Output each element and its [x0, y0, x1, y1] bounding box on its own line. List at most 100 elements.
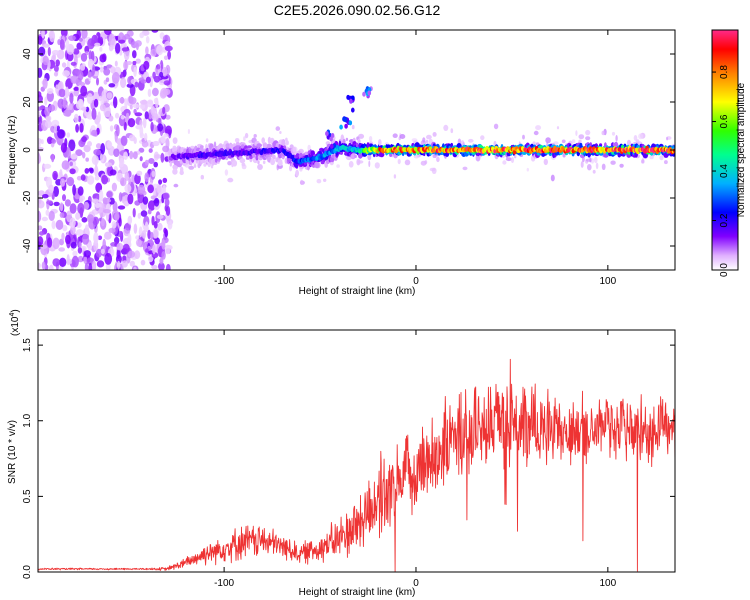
- spur-cell: [343, 117, 348, 123]
- noise-cell: [84, 224, 90, 237]
- spectrogram-xtick-label: 0: [413, 276, 419, 287]
- noise-cell: [77, 70, 84, 81]
- ridge-halo-cell: [244, 132, 249, 139]
- noise-cell: [47, 237, 53, 248]
- noise-cell: [117, 205, 126, 210]
- sparse-cell: [234, 138, 240, 143]
- noise-cell: [102, 238, 106, 251]
- noise-cell: [72, 184, 76, 196]
- snr-multiplier: (x104): [9, 309, 21, 336]
- ridge-halo-cell: [295, 169, 299, 177]
- noise-cell: [91, 198, 99, 204]
- noise-cell: [119, 177, 127, 187]
- noise-cell: [123, 200, 128, 207]
- noise-cell: [162, 145, 170, 153]
- noise-cell: [72, 250, 78, 257]
- noise-cell: [159, 71, 164, 78]
- noise-cell: [89, 168, 94, 174]
- noise-cell: [53, 65, 59, 72]
- snr-xtick-label: 100: [600, 578, 617, 589]
- noise-cell: [59, 39, 65, 50]
- noise-cell: [124, 222, 132, 231]
- sparse-cell: [638, 133, 644, 140]
- sparse-cell: [592, 169, 596, 174]
- noise-cell: [147, 229, 151, 240]
- noise-cell: [133, 137, 137, 144]
- ridge-halo-cell: [385, 144, 391, 149]
- noise-cell: [103, 209, 111, 214]
- noise-cell: [134, 250, 141, 260]
- noise-cell: [51, 119, 60, 127]
- noise-cell: [60, 30, 68, 37]
- noise-cell: [141, 230, 147, 239]
- noise-cell: [151, 264, 158, 270]
- noise-cell: [115, 42, 121, 54]
- noise-cell: [124, 98, 128, 110]
- noise-cell: [135, 239, 142, 247]
- snr-series-line: [38, 358, 675, 572]
- noise-cell: [91, 155, 99, 165]
- noise-cell: [132, 60, 137, 66]
- noise-cell: [119, 157, 125, 168]
- noise-cell: [109, 169, 117, 176]
- sparse-cell: [227, 161, 233, 166]
- noise-cell: [69, 161, 74, 167]
- ridge-halo-cell: [261, 137, 266, 144]
- sparse-cell: [561, 139, 566, 144]
- sparse-cell: [358, 133, 365, 139]
- sparse-cell: [432, 154, 437, 158]
- noise-cell: [82, 151, 86, 159]
- noise-cell: [145, 76, 151, 84]
- noise-cell: [97, 111, 101, 123]
- snr-multiplier-base: (x10: [10, 316, 21, 336]
- noise-cell: [53, 71, 59, 77]
- noise-cell: [53, 201, 60, 207]
- ridge-halo-cell: [355, 142, 359, 148]
- noise-cell: [135, 124, 143, 130]
- noise-cell: [96, 260, 105, 268]
- noise-cell: [94, 202, 101, 208]
- ridge-halo-cell: [190, 145, 195, 149]
- ridge-halo-cell: [350, 153, 356, 160]
- noise-cell: [157, 123, 164, 132]
- noise-cell: [154, 237, 160, 245]
- snr-ytick-label: 0.5: [22, 489, 33, 503]
- noise-cell: [59, 212, 65, 218]
- noise-cell: [109, 197, 115, 205]
- sparse-cell: [257, 164, 263, 170]
- sparse-cell: [393, 174, 397, 179]
- noise-cell: [119, 97, 125, 104]
- snr-axes: -100 0 100 0.0 0.5 1.0 1.5: [22, 330, 675, 589]
- sparse-cell: [173, 183, 179, 188]
- ridge-halo-cell: [241, 162, 246, 167]
- colorbar-tick-label: 0.2: [719, 213, 730, 227]
- noise-cell: [38, 115, 43, 125]
- ridge-halo-cell: [225, 143, 231, 148]
- ridge-halo-cell: [358, 152, 363, 159]
- noise-cell: [151, 113, 159, 121]
- ridge-halo-cell: [180, 147, 185, 154]
- ridge-halo-cell: [354, 154, 357, 158]
- noise-cell: [38, 35, 43, 45]
- noise-cell: [150, 231, 154, 240]
- noise-cell: [144, 111, 149, 120]
- noise-cell: [162, 106, 166, 115]
- noise-cell: [102, 197, 108, 205]
- noise-cell: [42, 55, 49, 66]
- spur-cell: [346, 94, 350, 100]
- noise-cell: [78, 241, 82, 249]
- noise-cell: [164, 198, 170, 207]
- sparse-cell: [532, 141, 536, 145]
- noise-cell: [38, 210, 42, 223]
- noise-cell: [134, 112, 143, 117]
- noise-cell: [118, 217, 122, 227]
- noise-cell: [61, 160, 70, 170]
- noise-cell: [64, 199, 71, 207]
- noise-cell: [51, 220, 56, 230]
- noise-cell: [92, 216, 100, 226]
- noise-cell: [106, 140, 113, 149]
- noise-cell: [86, 175, 95, 185]
- noise-cell: [48, 264, 54, 270]
- snr-ytick-label: 1.0: [22, 413, 33, 427]
